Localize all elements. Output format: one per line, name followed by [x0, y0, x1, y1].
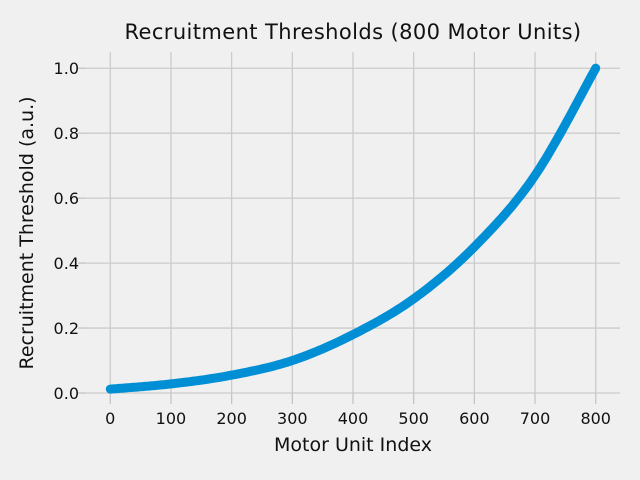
x-tick-label: 800: [580, 409, 611, 428]
recruitment-threshold-curve: [105, 63, 601, 394]
threshold-curve-line: [105, 63, 601, 394]
x-tick-label: 0: [105, 409, 116, 428]
y-tick-label: 0.4: [53, 254, 79, 274]
gridlines: [86, 52, 620, 394]
x-axis-label: Motor Unit Index: [274, 434, 432, 456]
x-tick-label: 700: [519, 409, 551, 428]
x-tick-label: 200: [216, 409, 247, 428]
x-tick-label: 300: [277, 409, 308, 428]
y-tick-label: 0.2: [53, 319, 79, 339]
x-tick-label: 100: [155, 409, 187, 428]
x-tick-label: 400: [337, 409, 369, 428]
x-tick-label: 600: [459, 409, 490, 428]
chart-title: Recruitment Thresholds (800 Motor Units): [124, 20, 582, 44]
axis-ticks: [78, 67, 597, 404]
y-tick-label: 0.0: [53, 384, 79, 403]
y-tick-label: 1.0: [53, 59, 79, 79]
x-tick-label: 500: [398, 409, 429, 428]
y-tick-label: 0.6: [53, 189, 79, 209]
y-tick-label: 0.8: [53, 124, 79, 144]
